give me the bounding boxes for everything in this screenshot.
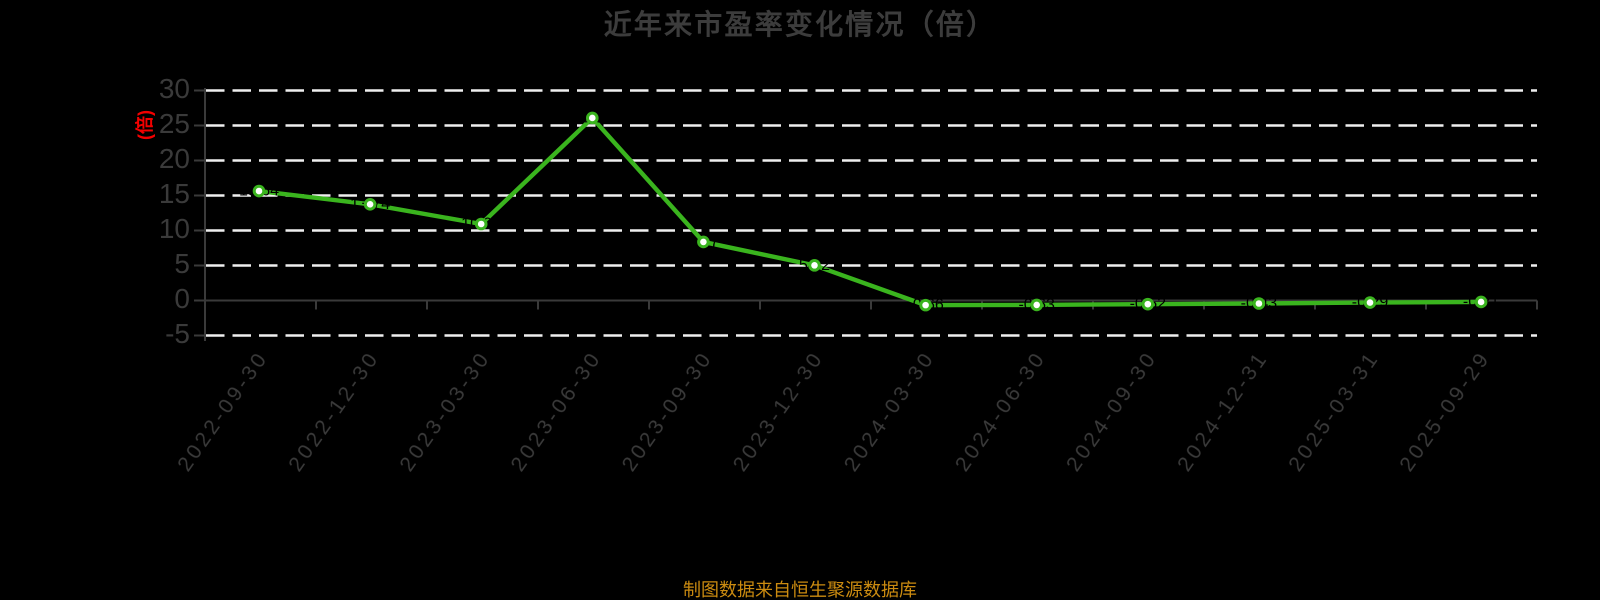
data-line: [256, 115, 1484, 308]
data-marker: [252, 184, 266, 198]
x-tick-label: 2022-12-30: [284, 347, 384, 476]
y-tick-label: 20: [159, 143, 190, 174]
x-tick-label: 2023-06-30: [506, 347, 606, 476]
x-tick-label: 2022-09-30: [173, 347, 273, 476]
data-marker: [919, 298, 932, 312]
data-source-note: 制图数据来自恒生聚源数据库: [683, 580, 917, 600]
data-marker: [586, 111, 599, 125]
data-marker: [808, 259, 821, 272]
data-marker: [697, 235, 710, 249]
y-tick-label: 25: [159, 108, 190, 139]
y-tick-label: 15: [159, 178, 190, 209]
x-tick-label: 2025-09-29: [1395, 347, 1495, 476]
data-marker: [363, 198, 377, 211]
x-tick-label: 2024-09-30: [1062, 347, 1162, 476]
data-marker: [1030, 298, 1043, 312]
x-tick-label: 2023-12-30: [729, 347, 829, 476]
y-tick-label: 5: [174, 248, 190, 279]
data-marker: [1363, 296, 1377, 309]
data-marker: [1474, 295, 1488, 309]
y-tick-label: -5: [165, 318, 190, 349]
data-marker: [1252, 297, 1266, 310]
y-axis-title: (倍): [134, 110, 155, 140]
y-tick-label: 30: [159, 73, 190, 104]
x-tick-label: 2024-12-31: [1173, 347, 1273, 476]
y-tick-label: 0: [174, 283, 190, 314]
x-tick-label: 2023-03-30: [395, 347, 495, 476]
chart-title: 近年来市盈率变化情况（倍）: [603, 9, 997, 40]
data-marker: [474, 217, 488, 231]
x-tick-label: 2024-06-30: [951, 347, 1051, 476]
data-marker: [1141, 297, 1155, 311]
x-tick-label: 2024-03-30: [840, 347, 940, 476]
x-tick-label: 2025-03-31: [1284, 347, 1384, 476]
x-tick-label: 2023-09-30: [618, 347, 718, 476]
y-tick-label: 10: [159, 213, 190, 244]
